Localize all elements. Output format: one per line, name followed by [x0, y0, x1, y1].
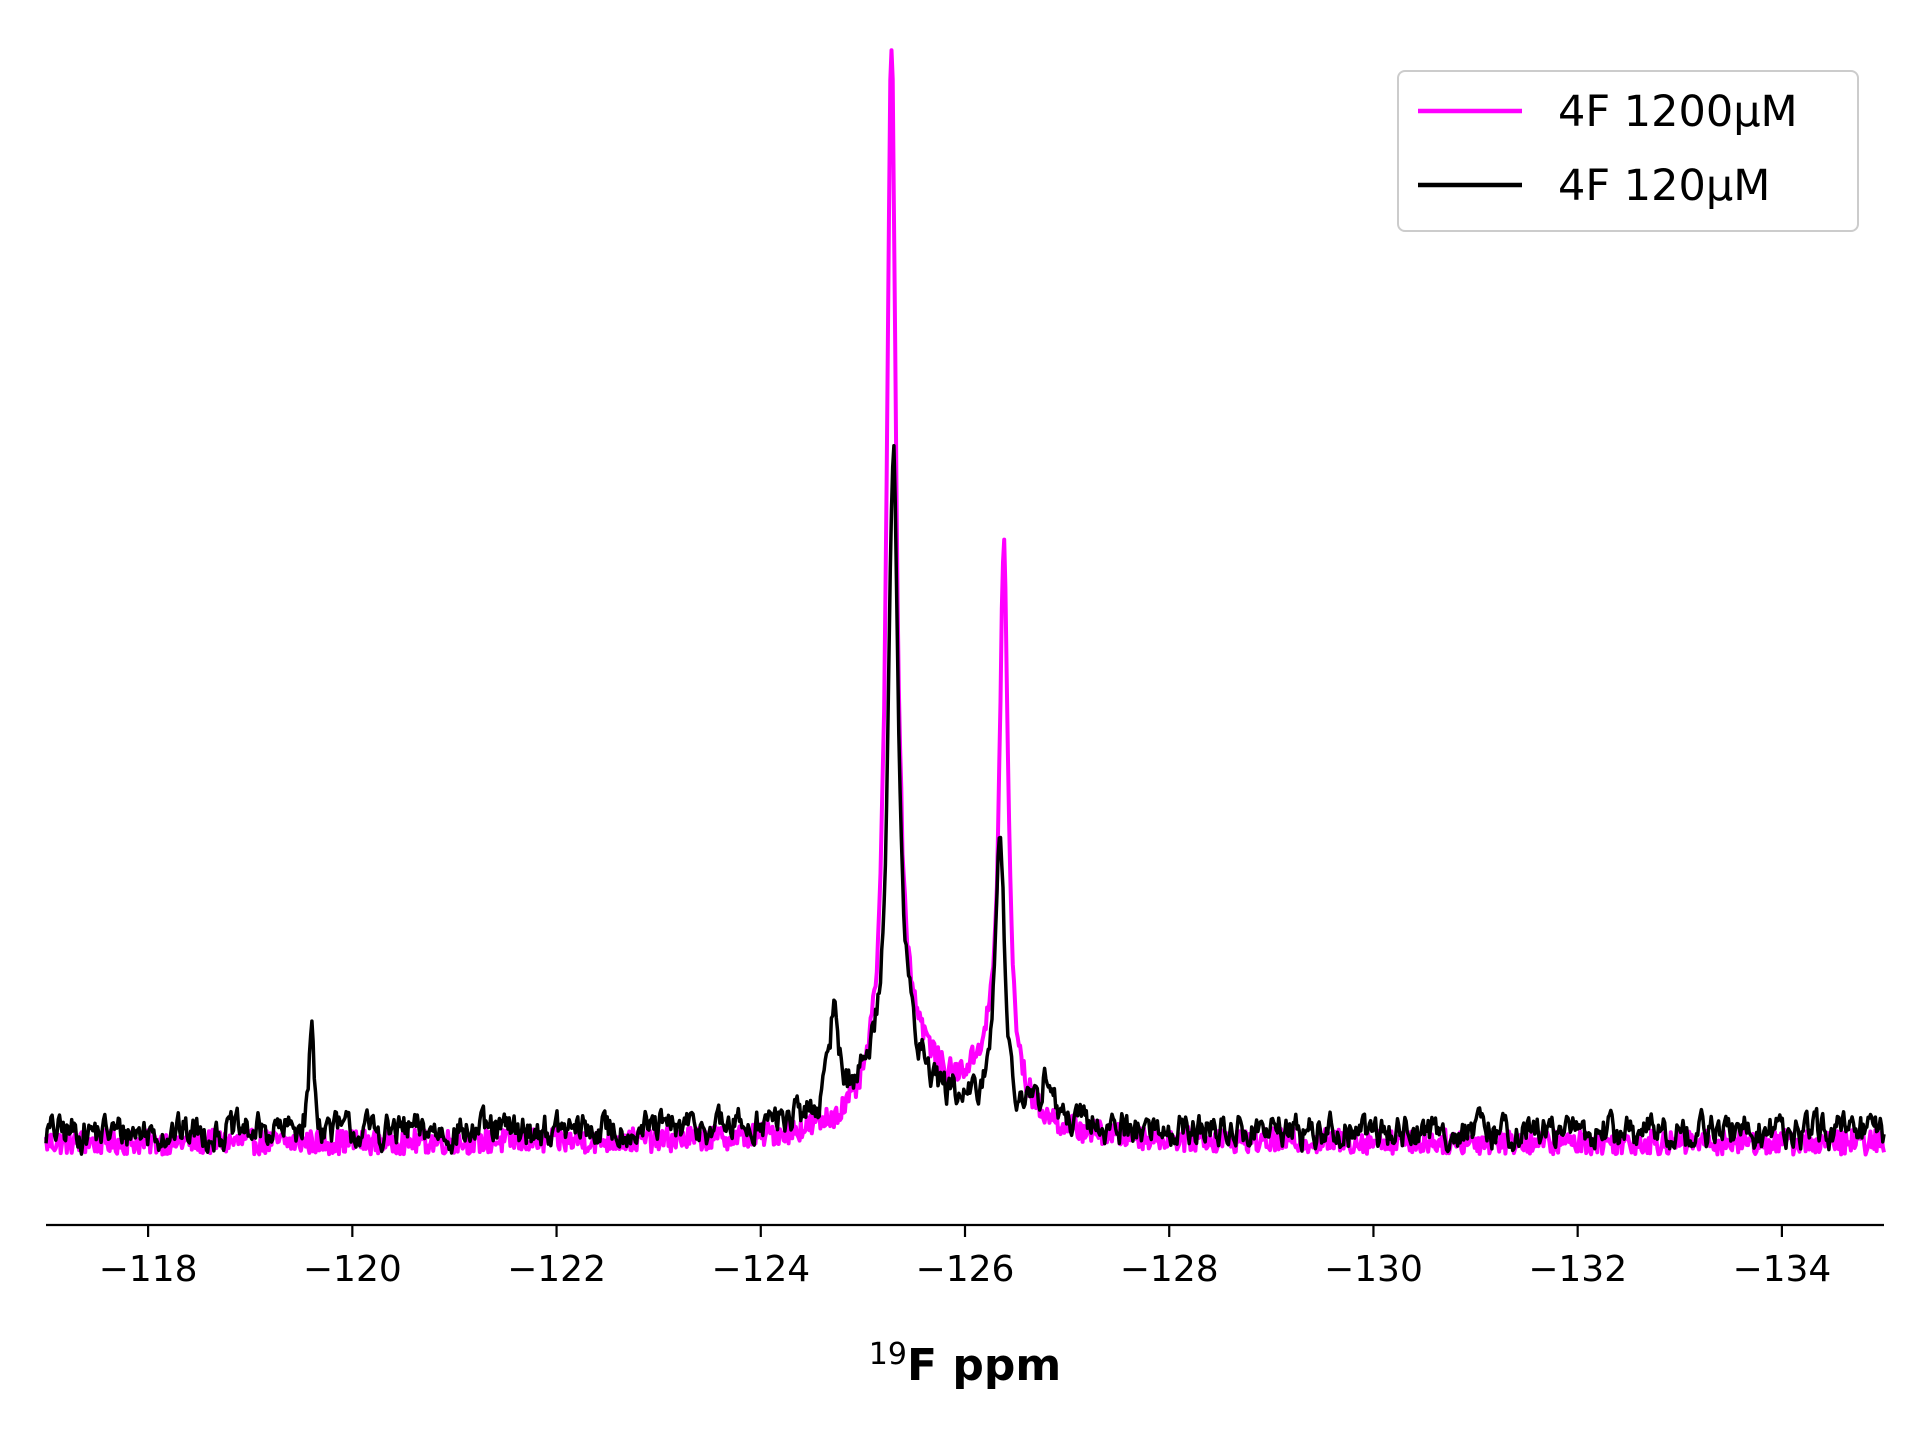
legend-label-0: 4F 1200µM [1558, 87, 1798, 137]
x-tick-label: −130 [1324, 1249, 1423, 1290]
x-tick-label: −126 [916, 1249, 1015, 1290]
x-axis-label-superscript: 19 [869, 1337, 907, 1372]
series-layer [44, 48, 1886, 1157]
x-tick-label: −132 [1528, 1249, 1627, 1290]
x-tick-label: −128 [1120, 1249, 1219, 1290]
series-line-1 [44, 444, 1886, 1156]
x-tick-label: −124 [711, 1249, 810, 1290]
x-tick-label: −118 [99, 1249, 198, 1290]
x-tick-label: −120 [303, 1249, 402, 1290]
x-axis-label: 19F ppm [869, 1337, 1061, 1391]
legend-label-1: 4F 120µM [1558, 161, 1770, 211]
legend: 4F 1200µM 4F 120µM [1397, 70, 1859, 232]
x-axis-ticks: −118 −120 −122 −124 −126 −128 −130 −132 −134 [99, 1225, 1831, 1290]
series-line-0 [44, 48, 1886, 1157]
x-tick-label: −122 [507, 1249, 606, 1290]
x-tick-label: −134 [1732, 1249, 1831, 1290]
x-axis-label-text: F ppm [907, 1340, 1061, 1391]
